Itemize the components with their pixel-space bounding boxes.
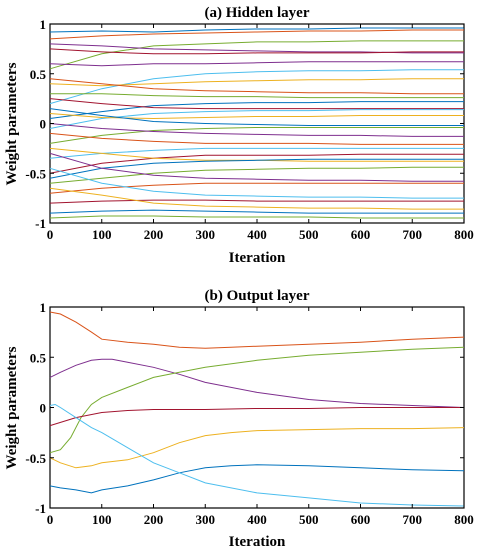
y-tick-label-b-0: 0 — [40, 401, 47, 416]
title-b: (b) Output layer — [205, 288, 310, 304]
series-line-b-6 — [49, 464, 465, 494]
series-line-a-20 — [49, 153, 464, 174]
series-line-a-22 — [49, 158, 464, 179]
series-line-a-18 — [49, 132, 464, 145]
series-line-b-2 — [49, 358, 465, 408]
series-line-a-11 — [49, 101, 464, 119]
series-line-a-5 — [49, 48, 464, 55]
x-tick-label-b-600: 600 — [351, 512, 371, 527]
x-tick-label-a-200: 200 — [144, 227, 164, 242]
series-line-a-8 — [49, 61, 464, 67]
x-tick-label-a-800: 800 — [454, 227, 474, 242]
series-group-a — [49, 27, 464, 219]
x-tick-label-b-400: 400 — [247, 512, 267, 527]
x-tick-label-b-800: 800 — [454, 512, 474, 527]
y-tick-label-b-1: 1 — [40, 300, 47, 315]
series-line-a-13 — [49, 109, 464, 129]
x-tick-label-b-200: 200 — [144, 512, 164, 527]
y-tick-label-a-0.5: 0.5 — [30, 67, 47, 82]
x-ticks-b: 0 100 200 300 400 500 600 700 800 — [47, 307, 474, 527]
series-line-a-2 — [49, 29, 464, 40]
x-tick-label-b-0: 0 — [47, 512, 54, 527]
series-line-a-29 — [49, 209, 464, 214]
y-ticks-b: -1 -0.5 0 0.5 1 — [25, 300, 464, 516]
series-line-a-23 — [49, 166, 464, 184]
x-tick-label-a-0: 0 — [47, 227, 54, 242]
title-a: (a) Hidden layer — [205, 5, 310, 21]
series-line-b-7 — [49, 403, 465, 507]
panel-a: (a) Hidden layer 0 100 200 300 400 500 600 700 8… — [4, 5, 474, 266]
series-line-a-27 — [49, 199, 464, 204]
x-tick-label-a-500: 500 — [299, 227, 319, 242]
series-line-a-24 — [49, 152, 464, 182]
series-line-a-25 — [49, 182, 464, 194]
ylabel-b: Weight parameters — [4, 346, 20, 469]
series-line-a-4 — [49, 43, 464, 54]
series-line-b-4 — [49, 407, 464, 427]
x-tick-label-a-400: 400 — [247, 227, 267, 242]
series-line-b-1 — [49, 311, 465, 349]
series-line-a-9 — [49, 78, 464, 95]
x-tick-label-a-300: 300 — [196, 227, 216, 242]
y-ticks-a: -1 -0.5 0 0.5 1 — [25, 17, 464, 231]
x-ticks-a: 0 100 200 300 400 500 600 700 800 — [47, 24, 474, 242]
y-tick-label-b-0.5: 0.5 — [30, 350, 47, 365]
x-tick-label-b-500: 500 — [299, 512, 319, 527]
series-group-b — [49, 311, 465, 507]
series-line-a-19 — [49, 147, 464, 159]
series-line-a-17 — [49, 123, 464, 137]
series-line-a-26 — [49, 167, 464, 199]
axes-a — [49, 23, 465, 224]
x-tick-label-a-700: 700 — [403, 227, 423, 242]
x-tick-label-a-100: 100 — [92, 227, 112, 242]
y-tick-label-a--1: -1 — [35, 216, 46, 231]
series-line-a-14 — [49, 113, 464, 120]
series-line-a-30 — [49, 215, 464, 219]
xlabel-a: Iteration — [229, 250, 286, 266]
x-tick-label-a-600: 600 — [351, 227, 371, 242]
y-tick-label-b--0.5: -0.5 — [25, 451, 46, 466]
series-line-a-12 — [49, 98, 464, 110]
ylabel-a: Weight parameters — [4, 62, 20, 185]
series-line-b-3 — [49, 346, 465, 454]
x-tick-label-b-700: 700 — [403, 512, 423, 527]
x-tick-label-b-300: 300 — [196, 512, 216, 527]
y-tick-label-b--1: -1 — [35, 501, 46, 516]
series-line-a-28 — [49, 187, 464, 210]
series-line-a-3 — [49, 40, 464, 70]
series-line-a-15 — [49, 108, 464, 126]
xlabel-b: Iteration — [229, 534, 286, 550]
panel-b: (b) Output layer 0 100 200 300 400 500 600 700 8… — [4, 288, 474, 550]
series-line-a-6 — [49, 69, 464, 105]
series-line-a-1 — [49, 27, 464, 33]
y-tick-label-a--0.5: -0.5 — [25, 166, 46, 181]
series-line-a-10 — [50, 93, 464, 99]
series-line-b-5 — [49, 427, 465, 469]
y-tick-label-a-1: 1 — [40, 17, 47, 32]
series-line-a-16 — [49, 127, 464, 144]
x-tick-label-b-100: 100 — [92, 512, 112, 527]
y-tick-label-a-0: 0 — [40, 117, 47, 132]
